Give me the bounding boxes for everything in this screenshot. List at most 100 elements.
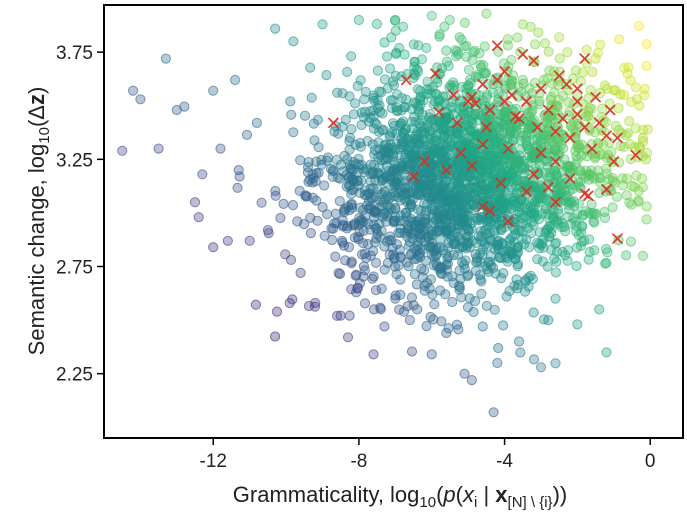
data-point [450, 133, 461, 144]
data-point [494, 122, 505, 133]
data-point [390, 70, 401, 82]
data-point [399, 49, 410, 60]
data-point [353, 153, 364, 164]
data-point [415, 167, 426, 178]
data-point [378, 197, 389, 208]
data-point [197, 169, 208, 180]
data-point [562, 255, 573, 266]
data-point [419, 128, 430, 139]
data-point [551, 216, 562, 227]
highlight-x-marker [586, 143, 598, 154]
data-point [369, 95, 380, 106]
data-point [309, 135, 320, 146]
data-point [375, 304, 386, 315]
highlight-x-marker [484, 205, 496, 217]
data-point [341, 169, 352, 180]
data-point [485, 250, 496, 262]
data-point [508, 214, 519, 225]
data-point [410, 157, 421, 169]
data-point [510, 103, 522, 115]
data-point [412, 240, 423, 252]
data-point [422, 76, 433, 87]
data-point [426, 349, 437, 360]
data-point [530, 199, 541, 211]
data-point [355, 187, 366, 198]
data-point [513, 279, 524, 290]
data-point [390, 14, 401, 26]
data-point [423, 232, 434, 243]
data-point [583, 106, 594, 117]
data-point [481, 8, 492, 19]
data-point [317, 19, 328, 30]
data-point [413, 138, 424, 149]
data-point [421, 147, 432, 158]
data-point [321, 70, 332, 81]
data-point [549, 253, 560, 264]
data-point [484, 235, 495, 246]
data-point [504, 165, 515, 176]
highlight-x-marker [495, 177, 507, 189]
data-point [292, 216, 303, 227]
data-point [477, 321, 488, 332]
data-point [411, 279, 422, 290]
highlight-x-marker [477, 201, 489, 212]
data-point [409, 254, 420, 265]
data-point [362, 239, 374, 250]
data-point [569, 196, 580, 207]
data-point [346, 198, 357, 209]
data-point [391, 105, 402, 116]
data-point [466, 375, 477, 386]
data-point [368, 212, 380, 223]
data-point [405, 199, 416, 210]
data-point [414, 104, 425, 115]
data-point [568, 164, 579, 175]
data-point [489, 227, 500, 238]
data-point [621, 190, 632, 201]
data-point [513, 82, 525, 93]
highlight-x-marker [441, 164, 452, 176]
data-point [342, 154, 353, 165]
data-point [594, 173, 606, 184]
data-point [484, 109, 496, 120]
data-point [370, 285, 382, 296]
data-point [513, 241, 524, 252]
highlight-x-marker [528, 169, 539, 180]
data-point [406, 149, 417, 161]
data-point [374, 126, 385, 137]
data-point [395, 195, 406, 206]
data-point [439, 156, 450, 167]
data-point [543, 315, 554, 326]
data-point [641, 201, 652, 212]
y-tick-label: 2.25 [56, 365, 93, 386]
data-point [396, 92, 407, 104]
data-point [402, 301, 413, 312]
data-point [476, 276, 487, 287]
data-point [589, 245, 600, 256]
data-point [464, 170, 476, 181]
data-point [435, 285, 446, 296]
data-point [621, 130, 632, 141]
data-point [481, 300, 492, 311]
data-point [641, 214, 652, 225]
highlight-x-marker [601, 130, 612, 142]
highlight-x-marker [455, 147, 467, 159]
data-point [534, 96, 545, 107]
data-point [303, 157, 314, 168]
data-point [288, 36, 299, 47]
data-point [489, 304, 500, 315]
data-point [594, 304, 605, 315]
data-point [459, 114, 470, 125]
data-point [630, 123, 641, 134]
data-point [607, 202, 618, 213]
data-point [518, 239, 530, 250]
data-point [332, 310, 343, 321]
data-point [476, 288, 487, 299]
data-point [517, 161, 528, 172]
data-point [388, 76, 399, 87]
data-point [304, 174, 315, 185]
data-point [543, 46, 554, 57]
data-point [417, 109, 428, 120]
data-point [346, 124, 357, 135]
data-point [426, 10, 437, 21]
data-point [586, 148, 598, 159]
